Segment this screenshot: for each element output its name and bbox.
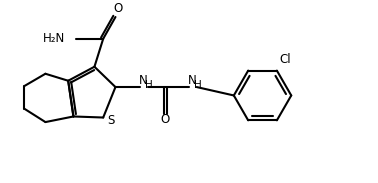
- Text: H: H: [194, 80, 201, 90]
- Text: O: O: [113, 2, 122, 15]
- Text: S: S: [107, 114, 115, 127]
- Text: Cl: Cl: [279, 53, 291, 66]
- Text: H: H: [145, 80, 153, 90]
- Text: N: N: [139, 74, 148, 87]
- Text: N: N: [188, 74, 197, 87]
- Text: O: O: [161, 113, 170, 126]
- Text: H₂N: H₂N: [42, 32, 65, 45]
